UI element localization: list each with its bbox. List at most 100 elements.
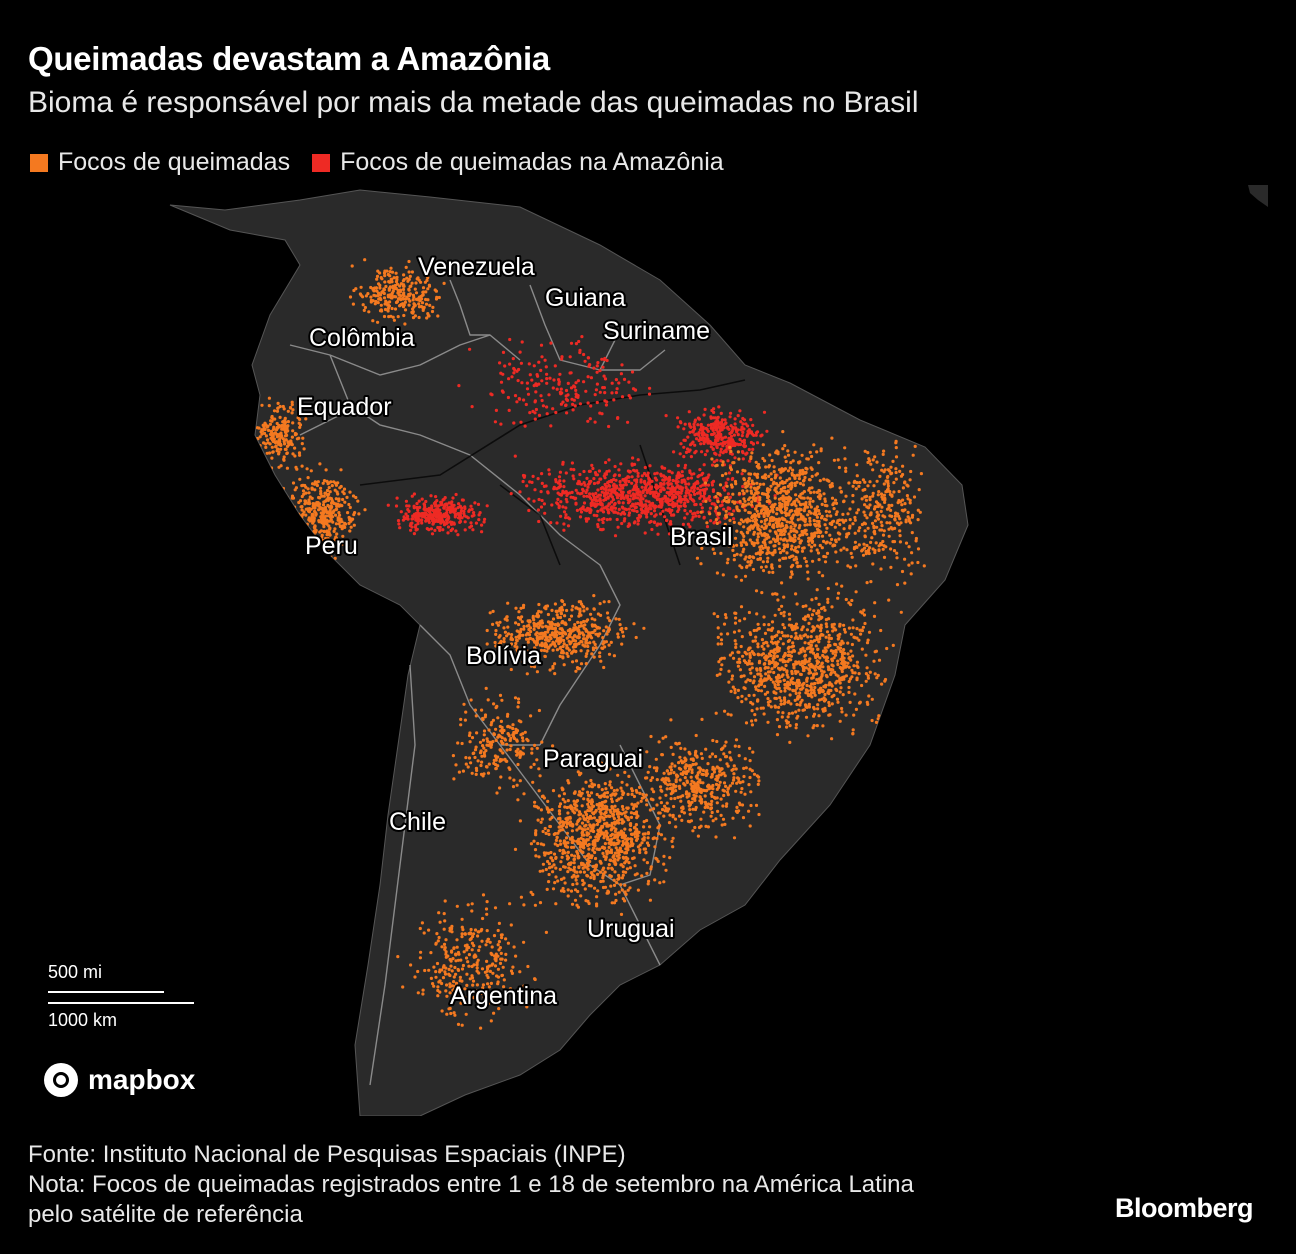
fire-point [634, 812, 639, 816]
fire-point [760, 591, 764, 595]
fire-point [638, 848, 642, 852]
fire-point [543, 511, 547, 515]
fire-point [577, 865, 581, 869]
fire-point [653, 845, 657, 849]
fire-point [562, 522, 566, 526]
fire-point [756, 557, 760, 561]
fire-point [852, 664, 856, 668]
fire-point [578, 870, 583, 874]
fire-point [820, 669, 824, 673]
fire-point [592, 655, 596, 659]
fire-point [697, 433, 701, 437]
fire-point [430, 506, 434, 510]
fire-point [653, 514, 657, 518]
fire-point [794, 493, 798, 497]
fire-point [434, 519, 438, 523]
fire-point [798, 523, 802, 528]
fire-point [547, 472, 552, 476]
fire-point [736, 696, 740, 700]
fire-point [624, 483, 628, 487]
fire-point [617, 617, 621, 621]
fire-point [576, 905, 581, 909]
fire-point [559, 500, 563, 504]
fire-point [794, 710, 798, 714]
fire-point [551, 617, 556, 621]
fire-point [605, 805, 609, 809]
fire-point [757, 653, 761, 657]
fire-point [592, 495, 597, 499]
fire-point [775, 718, 780, 722]
fire-point [483, 517, 487, 521]
fire-point [775, 517, 779, 522]
fire-point [797, 708, 801, 712]
fire-point [599, 804, 604, 808]
fire-point [832, 656, 836, 660]
fire-point [756, 698, 760, 702]
fire-point [572, 845, 576, 849]
fire-point [584, 627, 588, 631]
fire-point [601, 642, 605, 646]
fire-point [607, 845, 611, 850]
fire-point [607, 502, 611, 506]
fire-point [707, 495, 712, 499]
fire-point [746, 678, 750, 682]
fire-point [768, 522, 772, 526]
fire-point [710, 483, 715, 487]
fire-point [583, 855, 587, 859]
fire-point [639, 799, 643, 803]
fire-point [443, 502, 447, 506]
fire-point [662, 854, 666, 859]
fire-point [559, 842, 563, 846]
fire-point [571, 496, 575, 500]
fire-point [572, 477, 576, 481]
fire-point [724, 481, 728, 485]
fire-point [788, 466, 792, 470]
fire-point [566, 516, 570, 520]
fire-point [580, 804, 584, 808]
fire-point [625, 783, 629, 787]
fire-point [551, 870, 555, 874]
fire-point [590, 623, 594, 627]
fire-point [559, 860, 563, 864]
fire-point [630, 787, 634, 791]
fire-point [593, 810, 597, 814]
fire-point [810, 454, 814, 459]
fire-point [811, 676, 815, 680]
fire-point [756, 627, 760, 631]
fire-point [835, 679, 839, 683]
map[interactable]: Venezuela Guiana Suriname Colômbia Equad… [0, 185, 1296, 1116]
fire-point [599, 503, 603, 507]
fire-point [621, 490, 625, 494]
fire-point [573, 802, 577, 806]
fire-point [620, 888, 624, 892]
fire-point [533, 800, 537, 804]
fire-point [705, 521, 709, 525]
fire-point [604, 625, 608, 629]
fire-point [675, 476, 679, 481]
fire-point [453, 509, 457, 513]
fire-point [783, 651, 787, 656]
fire-point [842, 677, 846, 681]
fire-point [306, 501, 310, 505]
fire-point [808, 519, 812, 523]
fire-point [780, 674, 784, 678]
fire-point [641, 792, 645, 797]
fire-point [798, 695, 802, 699]
fire-point [525, 484, 529, 488]
fire-point [815, 637, 819, 642]
fire-point [787, 496, 791, 500]
fire-point [616, 632, 620, 636]
fire-point [450, 527, 455, 531]
fire-point [828, 713, 832, 717]
fire-point [786, 634, 790, 638]
fire-point [813, 666, 817, 670]
fire-point [808, 500, 812, 504]
fire-point [728, 653, 733, 657]
fire-point [744, 697, 748, 701]
fire-point [564, 825, 569, 829]
fire-point [797, 500, 801, 504]
fire-point [574, 669, 578, 673]
fire-point [708, 512, 712, 516]
fire-point [807, 659, 811, 663]
fire-point [597, 847, 601, 852]
